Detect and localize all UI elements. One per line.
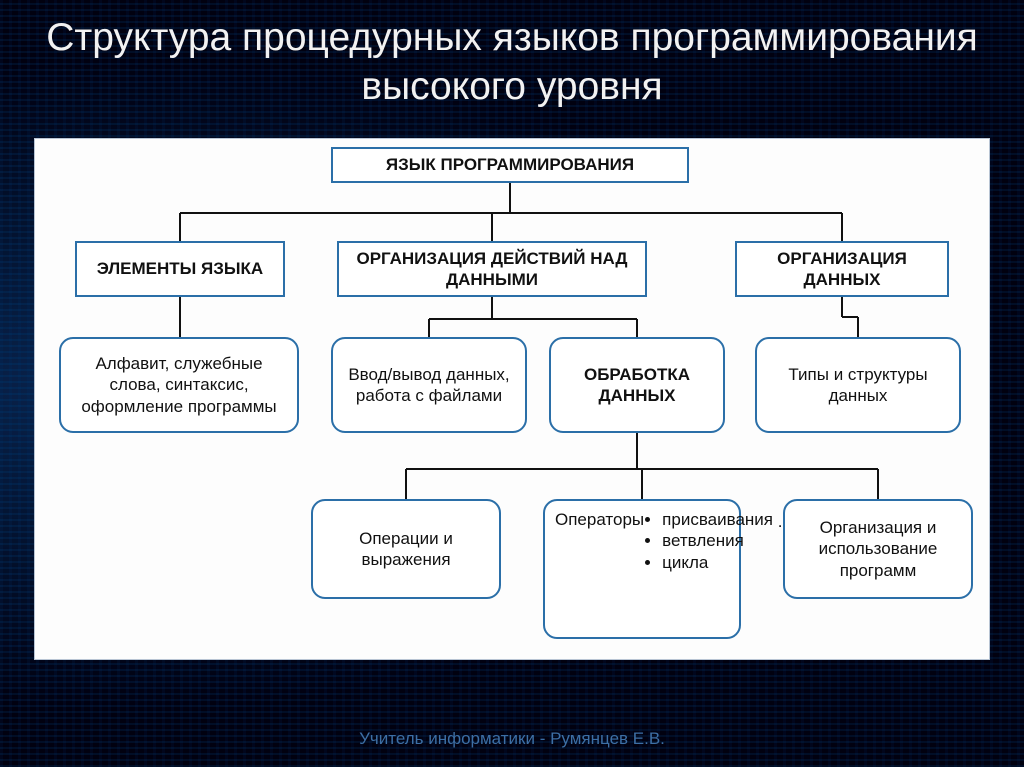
node-root: ЯЗЫК ПРОГРАММИРОВАНИЯ — [331, 147, 689, 183]
node-org-actions: ОРГАНИЗАЦИЯ ДЕЙСТВИЙ НАД ДАННЫМИ — [337, 241, 647, 297]
slide-title: Структура процедурных языков программиро… — [0, 14, 1024, 112]
footer-credit: Учитель информатики - Румянцев Е.В. — [0, 729, 1024, 749]
node-org-use: Организация и использование программ — [783, 499, 973, 599]
node-elements: ЭЛЕМЕНТЫ ЯЗЫКА — [75, 241, 285, 297]
diagram-panel: ЯЗЫК ПРОГРАММИРОВАНИЯ ЭЛЕМЕНТЫ ЯЗЫКА ОРГ… — [34, 138, 990, 660]
node-operations: Операции и выражения — [311, 499, 501, 599]
op-item: цикла — [662, 552, 773, 573]
node-io: Ввод/вывод данных, работа с файлами — [331, 337, 527, 433]
node-alphabet: Алфавит, служебные слова, синтаксис, офо… — [59, 337, 299, 433]
node-operators: Операторы присваивания ветвления цикла … — [543, 499, 741, 639]
op-item: присваивания — [662, 509, 773, 530]
node-org-data: ОРГАНИЗАЦИЯ ДАННЫХ — [735, 241, 949, 297]
op-item: ветвления — [662, 530, 773, 551]
operators-list: присваивания ветвления цикла — [662, 509, 773, 573]
operators-title: Операторы — [555, 509, 644, 530]
node-processing: ОБРАБОТКА ДАННЫХ — [549, 337, 725, 433]
node-types: Типы и структуры данных — [755, 337, 961, 433]
